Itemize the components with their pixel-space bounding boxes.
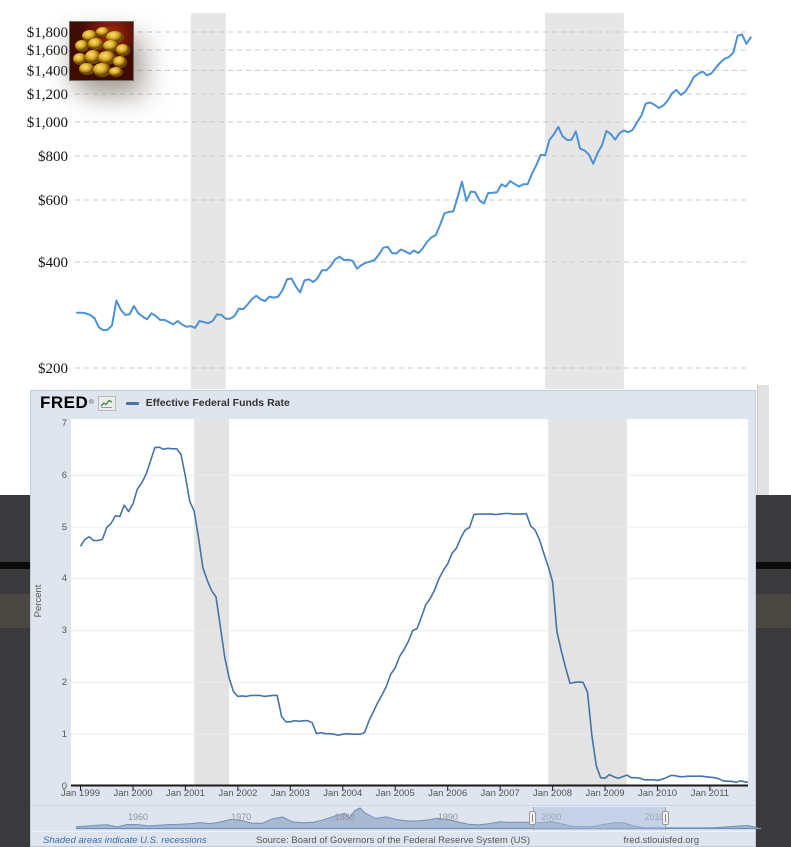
x-tick-label: Jan 2003 [270,788,310,799]
recession-band [548,419,627,786]
source-note: Source: Board of Governors of the Federa… [255,835,531,846]
selector-year-label: 1980 [334,812,355,822]
selector-area-outline [75,807,758,829]
y-tick-label: 4 [61,573,67,585]
fred-chart-window: FRED ® Effective Federal Funds Rate Perce… [30,390,761,847]
selector-year-label: 2010 [644,812,665,822]
gold-y-axis-label: $1,800 [27,25,68,41]
y-tick-label: 0 [61,780,67,792]
series-legend: Effective Federal Funds Rate [125,397,290,409]
x-tick-label: Jan 2011 [690,788,730,799]
x-tick-label: Jan 2005 [375,788,415,799]
recession-band [190,13,226,389]
gold-y-axis-label: $1,000 [27,115,68,131]
selector-year-label: 1970 [231,812,252,822]
fred-logo: FRED [40,393,89,412]
x-tick-label: Jan 2007 [480,788,520,799]
gold-y-axis-label: $400 [38,255,68,271]
gold-y-axis-label: $200 [38,361,68,377]
selector-top-divider [31,805,755,806]
y-tick-label: 6 [61,469,67,481]
date-range-selector[interactable] [71,806,761,832]
legend-label: Effective Federal Funds Rate [145,397,290,409]
fed-funds-plot-area[interactable] [71,419,748,797]
selector-year-label: 1960 [127,812,149,822]
recession-note: Shaded areas indicate U.S. recessions [43,835,207,846]
plot-background [71,419,748,786]
selector-bottom-divider [31,831,755,832]
gold-y-axis-label: $1,400 [27,63,68,79]
gold-y-axis-label: $1,600 [27,43,68,59]
selector-year-label: 1990 [437,812,458,822]
y-tick-label: 1 [61,728,67,740]
gold-price-line [76,33,752,332]
selector-area [76,807,758,828]
x-tick-label: Jan 2008 [532,788,573,799]
gold-price-chart: $1,800 $1,600 $1,400 $1,200 $1,000 $800 $600 $4… [27,13,752,389]
x-tick-label: Jan 1999 [60,788,101,799]
x-tick-label: Jan 2009 [585,788,625,799]
site-link: fred.stlouisfed.org [623,835,699,846]
selector-right-handle[interactable] [662,811,669,825]
gold-y-axis-label: $600 [38,193,68,209]
selector-selected-range[interactable] [533,807,666,830]
fed-funds-line [79,446,748,784]
fred-sparkline-icon [97,395,116,411]
selector-year-label: 2000 [541,812,562,822]
background-scrollbar[interactable] [757,385,769,495]
legend-line-swatch [125,401,139,405]
y-tick-label: 7 [61,417,67,429]
fred-header: FRED ® Effective Federal Funds Rate [31,391,755,415]
gold-coins-image [70,22,133,80]
gold-coins-photo [69,21,134,81]
y-tick-label: 2 [61,676,67,688]
x-tick-label: Jan 2006 [428,788,468,799]
recession-band [545,13,624,389]
recession-band [194,419,230,786]
x-tick-label: Jan 2004 [323,788,363,799]
x-tick-label: Jan 2000 [113,788,153,799]
x-tick-label: Jan 2010 [637,788,678,799]
gold-y-axis-label: $800 [38,149,68,165]
selector-left-handle[interactable] [529,811,536,825]
x-tick-label: Jan 2001 [165,788,205,799]
x-tick-label: Jan 2002 [218,788,258,799]
fred-logo-registered-mark: ® [89,400,94,406]
gold-y-axis-label: $1,200 [27,87,68,103]
y-tick-label: 3 [61,625,67,637]
y-tick-label: 5 [61,521,67,533]
